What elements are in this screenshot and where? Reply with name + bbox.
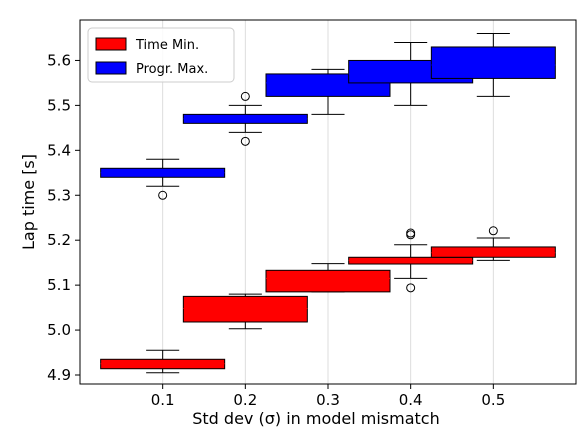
box-group — [348, 228, 474, 293]
box — [265, 269, 391, 293]
x-tick-label: 0.3 — [316, 391, 340, 409]
x-axis-ticks: 0.1 0.2 0.3 0.4 0.5 — [151, 384, 505, 409]
y-tick-label: 5.4 — [47, 141, 71, 159]
legend-swatch — [95, 37, 127, 51]
y-tick-label: 5.5 — [47, 96, 71, 114]
outlier-point — [240, 91, 250, 101]
y-tick-label: 5.1 — [47, 276, 71, 294]
outlier-point — [240, 136, 250, 146]
legend: Time Min. Progr. Max. — [87, 27, 235, 83]
outlier-point — [406, 283, 416, 293]
y-tick-label: 5.6 — [47, 51, 71, 69]
box-group — [265, 263, 391, 293]
outlier-point — [158, 190, 168, 200]
box-group — [182, 293, 308, 330]
box — [430, 246, 556, 258]
outlier-point — [406, 228, 416, 238]
legend-label: Progr. Max. — [136, 62, 208, 77]
box-group — [430, 226, 556, 261]
x-tick-label: 0.2 — [233, 391, 257, 409]
x-tick-label: 0.5 — [481, 391, 505, 409]
outlier-point — [488, 226, 498, 236]
y-axis-ticks: 4.9 5.0 5.1 5.2 5.3 5.4 5.5 5.6 — [47, 51, 80, 384]
x-axis-label: Std dev (σ) in model mismatch — [192, 409, 439, 428]
y-tick-label: 5.0 — [47, 321, 71, 339]
x-tick-label: 0.4 — [399, 391, 423, 409]
box — [182, 295, 308, 323]
legend-label: Time Min. — [135, 38, 199, 53]
box-group — [430, 32, 556, 97]
box-series — [100, 32, 556, 374]
box-group — [100, 349, 226, 374]
box — [430, 46, 556, 79]
y-axis-label: Lap time [s] — [19, 154, 38, 250]
x-tick-label: 0.1 — [151, 391, 175, 409]
box-group — [182, 91, 308, 146]
y-tick-label: 5.2 — [47, 231, 71, 249]
box-group — [100, 158, 226, 200]
legend-swatch — [95, 61, 127, 75]
y-tick-label: 5.3 — [47, 186, 71, 204]
y-tick-label: 4.9 — [47, 366, 71, 384]
